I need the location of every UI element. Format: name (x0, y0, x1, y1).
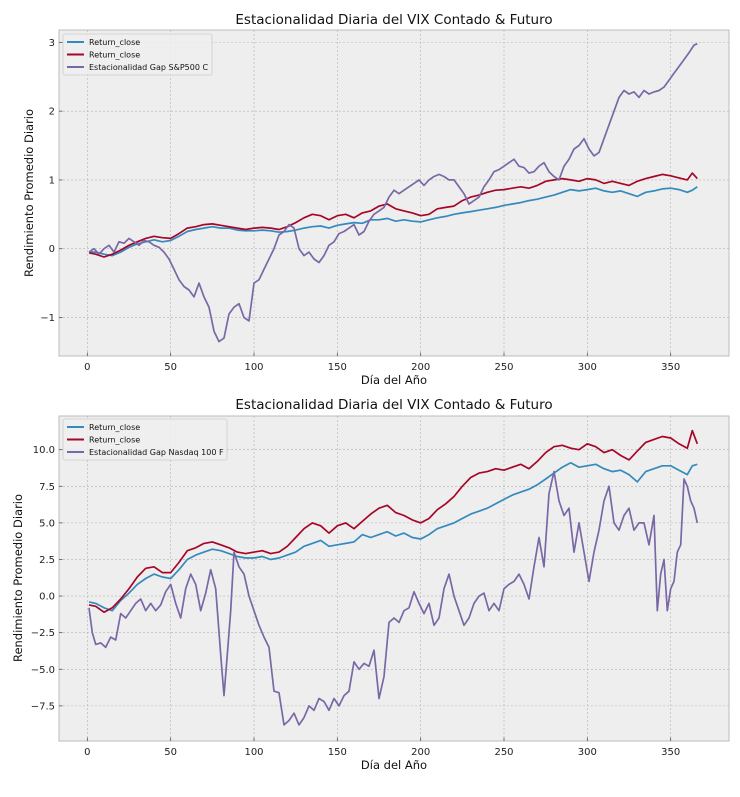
legend-label-1: Return_close (89, 436, 140, 445)
x-tick-label: 200 (411, 747, 430, 758)
grid-lines (59, 416, 729, 741)
y-axis-label: Rendimiento Promedio Diario (11, 494, 25, 662)
legend-label-2: Estacionalidad Gap Nasdaq 100 F (89, 448, 224, 457)
series-line-2 (88, 470, 699, 726)
series-line-0 (88, 461, 698, 612)
x-tick-label: 250 (494, 747, 513, 758)
y-tick-label: 0 (49, 244, 55, 255)
x-tick-label: 350 (661, 747, 680, 758)
x-tick-label: 0 (84, 747, 90, 758)
y-tick-labels: −7.5 −5.0 −2.5 0.0 2.5 5.0 7.5 10.0 (31, 445, 55, 712)
plot-area (58, 29, 730, 357)
y-tick-label: 1 (49, 175, 55, 186)
y-tick-label: −7.5 (31, 701, 55, 712)
series-line-2 (88, 43, 698, 343)
legend: Return_close Return_close Estacionalidad… (62, 33, 213, 76)
x-tick-label: 300 (578, 362, 597, 373)
legend-label-0: Return_close (89, 38, 140, 47)
legend-label-1: Return_close (89, 51, 140, 60)
x-tick-label: 350 (661, 362, 680, 373)
legend-box (62, 33, 213, 76)
chart-title: Estacionalidad Diaria del VIX Contado & … (235, 12, 552, 28)
y-tick-label: 2.5 (39, 555, 55, 566)
series-group (88, 429, 699, 726)
x-tick-label: 100 (244, 362, 263, 373)
x-tick-labels: 0 50 100 150 200 250 300 350 (84, 362, 680, 373)
legend-label-2: Estacionalidad Gap S&P500 C (89, 63, 208, 72)
y-tick-label: 7.5 (39, 482, 55, 493)
x-axis-label: Día del Año (361, 373, 427, 387)
x-tick-label: 50 (164, 747, 177, 758)
top-chart: 0 50 100 150 200 250 300 350 −1 0 1 2 3 Estacionali… (22, 12, 730, 387)
legend-label-0: Return_close (89, 423, 140, 432)
y-tick-label: 2 (49, 107, 55, 118)
y-tick-label: −1 (40, 313, 55, 324)
series-line-1 (88, 172, 698, 258)
x-tick-label: 300 (578, 747, 597, 758)
x-tick-label: 250 (494, 362, 513, 373)
x-tick-label: 100 (244, 747, 263, 758)
x-axis-label: Día del Año (361, 758, 427, 772)
plot-area (58, 415, 730, 742)
y-tick-label: −5.0 (31, 665, 55, 676)
x-tick-labels: 0 50 100 150 200 250 300 350 (84, 747, 680, 758)
chart-title: Estacionalidad Diaria del VIX Contado & … (235, 397, 552, 413)
y-axis-label: Rendimiento Promedio Diario (22, 109, 36, 277)
y-tick-labels: −1 0 1 2 3 (40, 38, 55, 324)
legend: Return_close Return_close Estacionalidad… (62, 418, 228, 461)
series-line-0 (89, 186, 698, 257)
y-tick-label: 10.0 (33, 445, 55, 456)
y-tick-label: 0.0 (39, 592, 55, 603)
grid-lines (59, 30, 729, 356)
x-tick-label: 50 (164, 362, 177, 373)
y-tick-label: −2.5 (31, 628, 55, 639)
x-tick-label: 150 (328, 747, 347, 758)
x-tick-label: 200 (411, 362, 430, 373)
x-tick-label: 150 (328, 362, 347, 373)
x-tick-label: 0 (84, 362, 90, 373)
legend-box (62, 418, 228, 461)
bottom-chart: 0 50 100 150 200 250 300 350 −7.5 −5.0 −2.5 0.0 2.5… (11, 397, 730, 772)
series-line-1 (88, 429, 699, 614)
y-tick-label: 5.0 (39, 518, 55, 529)
y-tick-label: 3 (49, 38, 55, 49)
series-group (88, 43, 698, 343)
